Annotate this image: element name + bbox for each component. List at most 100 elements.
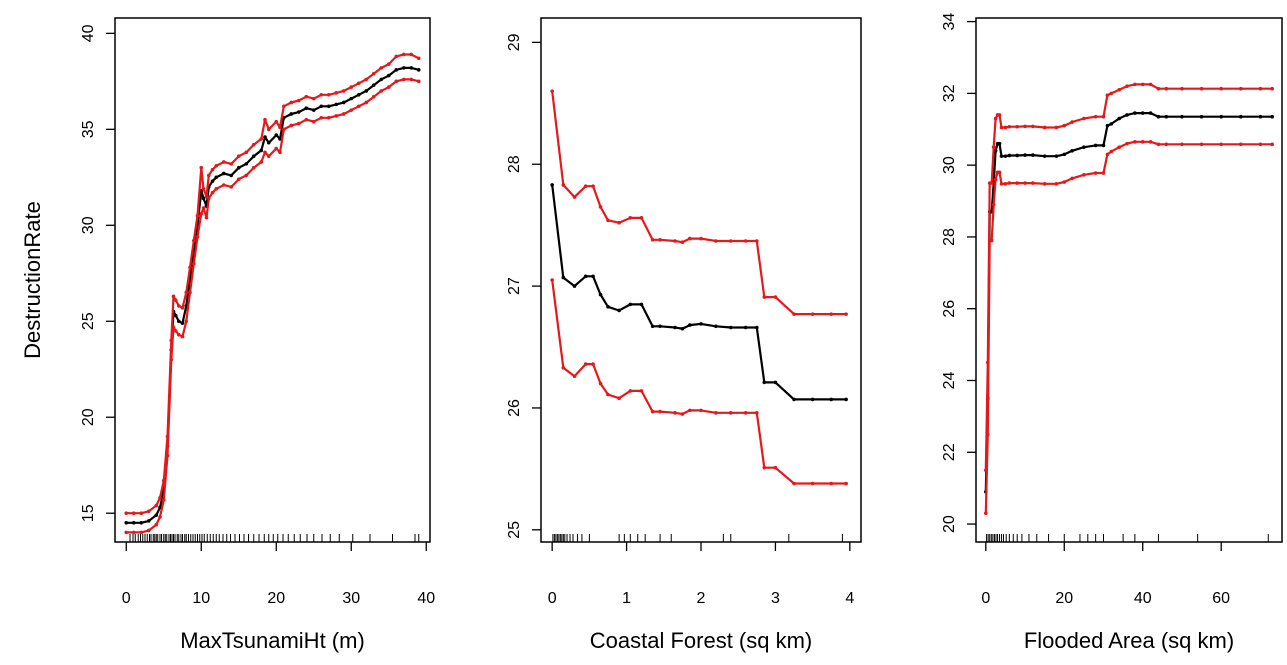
series-point-lower: [169, 357, 174, 362]
y-tick-label: 28: [506, 155, 523, 173]
series-point-lower: [274, 146, 279, 151]
series-point-upper: [844, 312, 848, 316]
series-point-upper: [386, 62, 391, 66]
series-point-lower: [188, 290, 192, 295]
series-point-fit: [1031, 153, 1035, 157]
series-point-lower: [650, 409, 655, 414]
series-point-upper: [221, 160, 226, 164]
series-point-fit: [1042, 154, 1047, 158]
series-point-fit: [773, 380, 778, 385]
series-point-upper: [244, 150, 249, 155]
y-tick-label: 28: [941, 228, 958, 246]
series-point-lower: [266, 154, 271, 158]
series-point-upper: [728, 239, 733, 243]
series-point-fit: [263, 135, 267, 139]
series-point-upper: [755, 239, 759, 243]
series-point-upper: [1023, 124, 1027, 129]
y-tick-label: 20: [941, 515, 958, 533]
series-point-upper: [176, 304, 181, 308]
series-point-fit: [1062, 152, 1067, 157]
plot-frame: [975, 17, 1283, 543]
series-point-fit: [1156, 114, 1161, 119]
series-point-upper: [371, 71, 376, 76]
series-point-fit: [364, 89, 369, 93]
series-point-upper: [199, 165, 204, 170]
x-tick-label: 0: [981, 590, 990, 607]
series-point-upper: [296, 98, 301, 103]
series-point-fit: [356, 92, 361, 97]
series-point-lower: [743, 411, 748, 415]
x-tick-label: 20: [1055, 590, 1073, 607]
x-tick-label: 30: [342, 590, 360, 607]
series-point-upper: [1117, 87, 1121, 92]
series-line-upper: [126, 53, 420, 515]
series-point-lower: [201, 206, 206, 210]
series-point-lower: [1156, 142, 1161, 147]
series-point-fit: [993, 148, 998, 153]
series-point-fit: [289, 112, 294, 116]
series-point-upper: [1082, 116, 1086, 121]
series-point-fit: [658, 324, 662, 329]
series-point-lower: [173, 329, 178, 333]
series-point-lower: [1125, 141, 1129, 146]
panel-1: 0 10 20 30 40 15 20 25 30 35 40 MaxTsunamiHt (m) Des…: [20, 17, 435, 653]
series-point-upper: [263, 117, 267, 122]
y-tick-label: 34: [941, 13, 958, 31]
series-point-upper: [124, 511, 129, 516]
series-point-upper: [364, 77, 369, 82]
series-point-lower: [639, 389, 644, 393]
series-point-upper: [379, 66, 384, 70]
series-point-upper: [311, 96, 316, 101]
series-point-upper: [658, 237, 662, 242]
series-point-lower: [1054, 182, 1059, 186]
series-point-upper: [1199, 86, 1204, 91]
y-tick-label: 27: [506, 277, 523, 295]
series-point-fit: [341, 100, 346, 105]
series-point-fit: [1007, 153, 1012, 158]
series-point-lower: [1003, 182, 1008, 186]
series-point-lower: [1199, 142, 1204, 147]
series-point-lower: [997, 170, 1002, 175]
series-point-fit: [1003, 154, 1008, 158]
series-point-fit: [1101, 143, 1106, 148]
series-point-upper: [1258, 86, 1263, 91]
series-point-lower: [1042, 182, 1047, 186]
series-point-fit: [296, 110, 301, 114]
series-point-lower: [699, 408, 703, 413]
x-tick-label: 3: [771, 590, 780, 607]
series-point-lower: [341, 112, 346, 116]
series-point-fit: [1239, 114, 1243, 119]
series-point-fit: [210, 179, 215, 183]
series-point-upper: [341, 89, 346, 93]
series-point-lower: [236, 177, 241, 182]
series-point-upper: [1156, 86, 1161, 91]
x-tick-label: 0: [122, 590, 131, 607]
series-point-lower: [1105, 152, 1110, 157]
series-point-fit: [1117, 116, 1121, 121]
series-point-upper: [773, 295, 778, 299]
series-point-fit: [1015, 153, 1019, 158]
series-point-upper: [259, 137, 264, 141]
series-point-fit: [699, 322, 703, 326]
series-point-lower: [1070, 176, 1074, 181]
series-point-lower: [278, 150, 282, 155]
series-point-lower: [1148, 140, 1153, 144]
y-tick-label: 40: [80, 24, 97, 42]
series-point-fit: [1125, 113, 1129, 117]
series-point-upper: [1219, 86, 1223, 91]
series-point-lower: [304, 117, 309, 122]
series-point-fit: [1105, 123, 1110, 128]
series-point-lower: [204, 215, 209, 220]
series-point-upper: [606, 218, 610, 223]
series-point-upper: [1125, 84, 1129, 88]
x-axis-title: Coastal Forest (sq km): [590, 628, 813, 653]
x-tick-label: 1: [622, 590, 631, 607]
series-point-lower: [214, 187, 219, 191]
series-point-lower: [1270, 142, 1274, 147]
series-point-upper: [989, 181, 994, 185]
series-point-upper: [1105, 93, 1110, 97]
series-point-fit: [394, 68, 399, 72]
series-point-fit: [591, 274, 595, 279]
y-tick-label: 26: [941, 300, 958, 318]
